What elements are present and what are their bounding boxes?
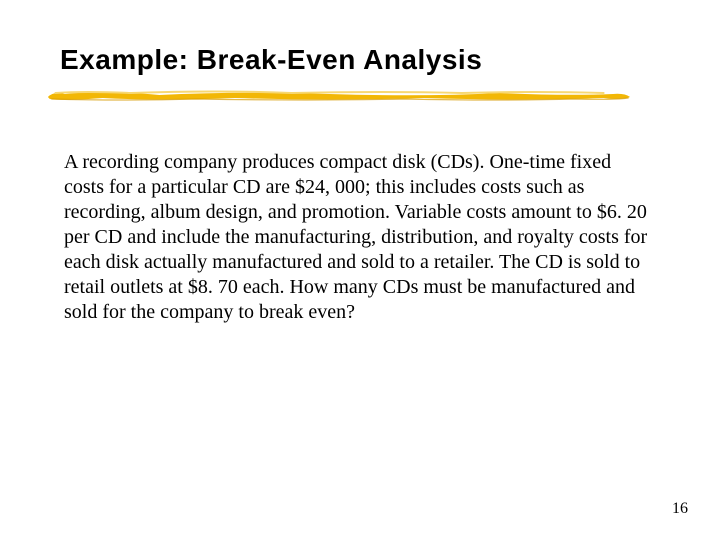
brush-stroke-icon: [46, 88, 632, 102]
slide-title: Example: Break-Even Analysis: [60, 44, 660, 76]
slide-body-text: A recording company produces compact dis…: [60, 150, 660, 325]
page-number: 16: [672, 500, 688, 518]
slide-container: Example: Break-Even Analysis A recording…: [0, 0, 720, 540]
brush-highlight: [55, 92, 603, 94]
title-underline: [60, 88, 660, 118]
